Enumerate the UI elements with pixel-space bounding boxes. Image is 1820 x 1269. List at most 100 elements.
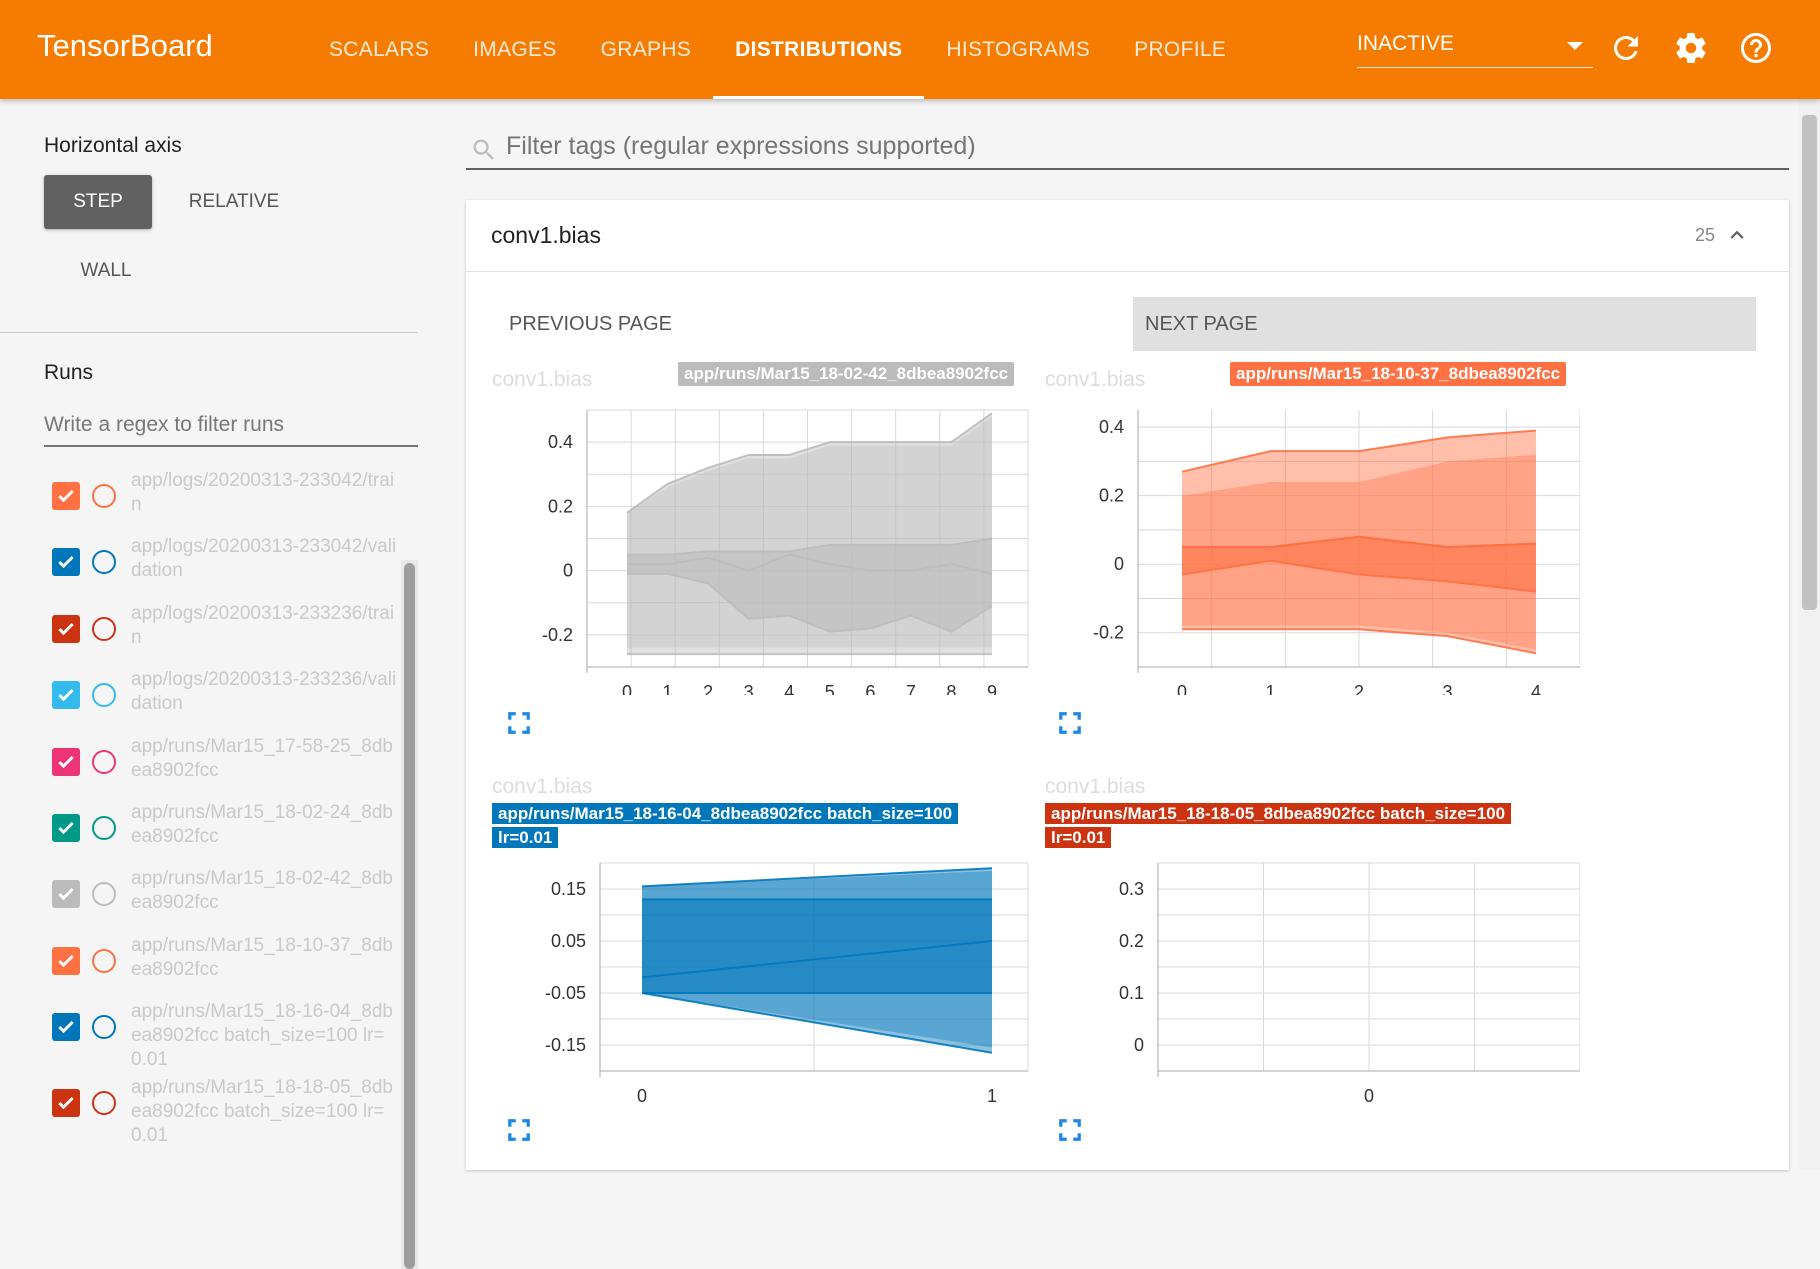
run-color-radio[interactable] <box>92 617 116 641</box>
run-item[interactable]: app/runs/Mar15_18-16-04_8dbea8902fcc bat… <box>0 995 400 1085</box>
tag-card-header[interactable]: conv1.bias 25 <box>466 200 1789 272</box>
distribution-chart[interactable]: 0.3 0.2 0.1 0 0 <box>1090 858 1580 1103</box>
distribution-band <box>642 899 992 978</box>
run-item[interactable]: app/logs/20200313-233236/train <box>0 597 400 663</box>
run-color-radio[interactable] <box>92 949 116 973</box>
run-color-radio[interactable] <box>92 816 116 840</box>
help-icon[interactable] <box>1738 30 1774 66</box>
distribution-band <box>642 870 992 900</box>
y-tick-label: -0.2 <box>1093 623 1124 643</box>
checkmark-icon <box>58 1020 74 1034</box>
run-color-radio[interactable] <box>92 550 116 574</box>
y-tick-label: 0.1 <box>1119 983 1144 1003</box>
distribution-chart[interactable]: 0.4 0.2 0 -0.2 0 1 2 3 4 5 6 7 8 9 <box>540 405 1030 695</box>
run-item[interactable]: app/runs/Mar15_18-10-37_8dbea8902fcc <box>0 929 400 995</box>
top-app-bar: TensorBoard SCALARS IMAGES GRAPHS DISTRI… <box>0 0 1820 99</box>
run-item[interactable]: app/runs/Mar15_18-02-42_8dbea8902fcc <box>0 862 400 928</box>
tab-profile[interactable]: PROFILE <box>1134 37 1227 61</box>
checkmark-icon <box>58 489 74 503</box>
run-checkbox[interactable] <box>52 1089 80 1117</box>
run-item[interactable]: app/logs/20200313-233042/validation <box>0 530 400 596</box>
distribution-line-min <box>1182 628 1537 655</box>
tab-scalars[interactable]: SCALARS <box>329 37 430 61</box>
fullscreen-icon[interactable] <box>1057 710 1083 736</box>
x-tick-label: 6 <box>865 682 875 695</box>
run-item[interactable]: app/runs/Mar15_18-02-24_8dbea8902fcc <box>0 796 400 862</box>
distribution-line-max <box>641 867 993 888</box>
run-item[interactable]: app/logs/20200313-233236/validation <box>0 663 400 729</box>
fullscreen-icon[interactable] <box>506 710 532 736</box>
previous-page-button[interactable]: PREVIOUS PAGE <box>509 312 673 335</box>
tag-filter-input[interactable]: Filter tags (regular expressions support… <box>466 126 1789 170</box>
run-color-radio[interactable] <box>92 1015 116 1039</box>
distribution-band <box>627 647 992 655</box>
chart-run-label: app/runs/Mar15_18-10-37_8dbea8902fcc <box>1230 362 1567 386</box>
run-checkbox[interactable] <box>52 947 80 975</box>
run-checkbox[interactable] <box>52 482 80 510</box>
y-tick-label: 0 <box>1134 1035 1144 1055</box>
y-tick-label: 0.2 <box>548 496 573 516</box>
search-icon <box>473 139 494 160</box>
x-tick-label: 0 <box>1364 1086 1374 1103</box>
run-color-radio[interactable] <box>92 1091 116 1115</box>
checkmark-icon <box>58 622 74 636</box>
distribution-line-max <box>626 412 993 514</box>
tab-images[interactable]: IMAGES <box>473 37 557 61</box>
axis-step-button[interactable]: STEP <box>44 175 152 229</box>
run-checkbox[interactable] <box>52 1013 80 1041</box>
y-tick-label: 0.2 <box>1099 486 1124 506</box>
run-name: app/runs/Mar15_18-16-04_8dbea8902fcc bat… <box>131 1001 393 1070</box>
chevron-up-icon[interactable] <box>1724 222 1750 248</box>
run-color-radio[interactable] <box>92 882 116 906</box>
run-item[interactable]: app/runs/Mar15_17-58-25_8dbea8902fcc <box>0 730 400 796</box>
x-tick-label: 3 <box>1442 682 1452 695</box>
checkmark-icon <box>58 887 74 901</box>
tag-card-title: conv1.bias <box>491 222 601 248</box>
tab-distributions[interactable]: DISTRIBUTIONS <box>713 0 925 99</box>
run-checkbox[interactable] <box>52 615 80 643</box>
run-name: app/runs/Mar15_18-10-37_8dbea8902fcc <box>131 935 393 980</box>
horizontal-axis-label: Horizontal axis <box>44 134 182 157</box>
distribution-band <box>1182 560 1536 650</box>
run-item[interactable]: app/runs/Mar15_18-18-05_8dbea8902fcc bat… <box>0 1071 400 1161</box>
runs-filter-input[interactable]: Write a regex to filter runs <box>44 409 418 447</box>
run-name: app/runs/Mar15_18-02-42_8dbea8902fcc <box>131 868 393 913</box>
fullscreen-icon[interactable] <box>506 1117 532 1143</box>
distribution-band <box>627 554 992 632</box>
distribution-line-min <box>641 992 993 1054</box>
chevron-down-icon <box>1567 42 1583 50</box>
axis-wall-button[interactable]: WALL <box>80 260 132 281</box>
checkmark-icon <box>58 688 74 702</box>
run-color-radio[interactable] <box>92 484 116 508</box>
next-page-button[interactable]: NEXT PAGE <box>1133 297 1756 351</box>
distribution-chart[interactable]: 0.15 0.05 -0.05 -0.15 0 1 <box>540 858 1030 1103</box>
run-item[interactable]: app/logs/20200313-233042/train <box>0 464 400 530</box>
x-tick-label: 1 <box>1265 682 1275 695</box>
run-checkbox[interactable] <box>52 814 80 842</box>
run-color-radio[interactable] <box>92 683 116 707</box>
page-scrollbar-thumb[interactable] <box>1802 115 1817 610</box>
runs-scrollbar-thumb[interactable] <box>404 563 415 1269</box>
distribution-chart[interactable]: 0.4 0.2 0 -0.2 0 1 2 3 4 <box>1090 405 1580 695</box>
settings-gear-icon[interactable] <box>1673 30 1709 66</box>
run-checkbox[interactable] <box>52 681 80 709</box>
run-color-radio[interactable] <box>92 750 116 774</box>
tab-graphs[interactable]: GRAPHS <box>600 37 692 61</box>
run-checkbox[interactable] <box>52 548 80 576</box>
run-name: app/logs/20200313-233236/validation <box>131 669 397 714</box>
distribution-line-p84 <box>1182 535 1537 549</box>
inactive-dashboards-dropdown[interactable]: INACTIVE <box>1357 28 1593 68</box>
tab-histograms[interactable]: HISTOGRAMS <box>946 37 1091 61</box>
run-checkbox[interactable] <box>52 880 80 908</box>
axis-relative-button[interactable]: RELATIVE <box>188 191 280 212</box>
fullscreen-icon[interactable] <box>1057 1117 1083 1143</box>
x-tick-label: 4 <box>784 682 794 695</box>
chart-run-label: app/runs/Mar15_18-16-04_8dbea8902fcc bat… <box>492 802 968 850</box>
refresh-icon[interactable] <box>1608 30 1644 66</box>
y-tick-label: -0.05 <box>545 983 586 1003</box>
run-checkbox[interactable] <box>52 748 80 776</box>
tag-filter-placeholder: Filter tags (regular expressions support… <box>506 132 976 160</box>
x-tick-label: 2 <box>703 682 713 695</box>
tag-card-count: 25 <box>1695 225 1716 245</box>
x-tick-label: 8 <box>946 682 956 695</box>
